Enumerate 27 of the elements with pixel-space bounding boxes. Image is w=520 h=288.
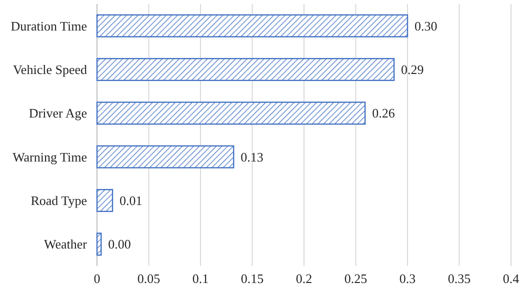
y-tick-label: Warning Time	[12, 149, 88, 164]
y-tick-label: Road Type	[30, 193, 88, 208]
x-tick-label: 0.2	[296, 271, 312, 286]
x-tick-label: 0	[94, 271, 100, 286]
data-label: 0.00	[108, 236, 131, 252]
x-tick-label: 0.35	[448, 271, 471, 286]
bar	[96, 58, 395, 82]
data-label: 0.26	[372, 106, 396, 121]
x-tick-label: 0.1	[192, 271, 209, 286]
x-tick-label: 0.25	[344, 271, 368, 286]
x-tick-label: 0.4	[502, 271, 520, 286]
bar	[96, 145, 234, 168]
x-tick-label: 0.05	[137, 271, 160, 286]
data-label: 0.30	[414, 18, 438, 34]
bar	[96, 102, 366, 125]
y-tick-label: Vehicle Speed	[12, 62, 88, 78]
data-label: 0.29	[401, 62, 424, 78]
data-label: 0.13	[240, 149, 264, 164]
x-tick-label: 0.3	[399, 271, 416, 286]
y-tick-label: Driver Age	[28, 106, 88, 121]
x-tick-label: 0.15	[240, 271, 264, 286]
data-label: 0.01	[120, 193, 142, 208]
y-tick-label: Duration Time	[10, 18, 88, 34]
bar	[96, 232, 102, 256]
bar	[96, 14, 408, 38]
y-tick-label: Weather	[44, 236, 88, 252]
bar	[96, 188, 114, 212]
